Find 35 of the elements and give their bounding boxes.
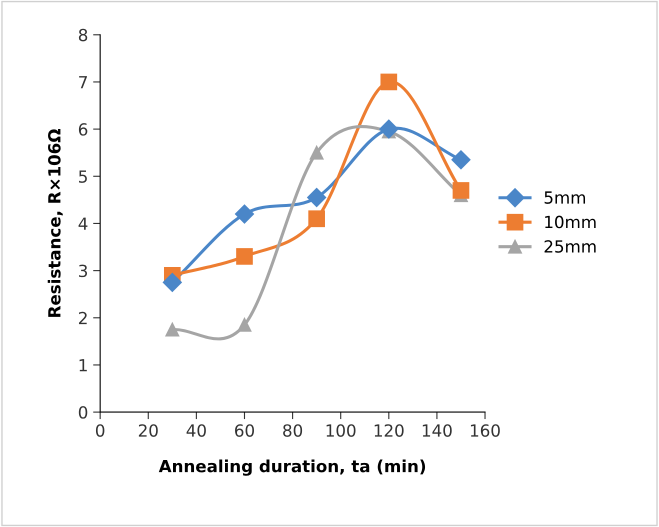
point <box>452 182 470 199</box>
x-tick-label: 0 <box>96 424 104 437</box>
point <box>165 322 180 337</box>
point <box>162 272 182 292</box>
point <box>451 150 471 170</box>
y-tick-label: 6 <box>78 123 88 136</box>
point <box>380 74 398 90</box>
y-axis-title: Resistance, R×106Ω <box>48 128 63 317</box>
x-tick-label: 140 <box>422 424 452 437</box>
y-tick-label: 7 <box>79 76 87 88</box>
legend-label: 5mm <box>544 191 586 204</box>
point <box>310 146 324 160</box>
x-axis-title: Annealing duration, ta (min) <box>158 459 426 476</box>
x-tick-label: 40 <box>186 424 206 437</box>
legend-label: 25mm <box>544 240 596 253</box>
x-tick-label: 20 <box>138 424 158 437</box>
point <box>236 248 253 265</box>
point <box>379 120 398 139</box>
point <box>234 204 254 224</box>
point <box>308 210 325 228</box>
x-tick-label: 160 <box>470 424 500 437</box>
legend-label: 10mm <box>545 216 596 228</box>
y-tick-label: 0 <box>78 406 88 419</box>
y-tick-label: 5 <box>79 170 87 183</box>
point <box>238 318 252 332</box>
x-tick-label: 80 <box>283 424 302 437</box>
y-tick-label: 2 <box>78 312 87 324</box>
x-tick-label: 60 <box>235 424 254 437</box>
y-tick-label: 1 <box>80 359 87 372</box>
y-tick-label: 4 <box>78 218 88 230</box>
point <box>307 188 326 208</box>
x-tick-label: 100 <box>326 424 356 437</box>
y-tick-label: 8 <box>78 28 88 42</box>
y-tick-label: 3 <box>79 264 88 278</box>
x-tick-label: 120 <box>374 424 404 437</box>
